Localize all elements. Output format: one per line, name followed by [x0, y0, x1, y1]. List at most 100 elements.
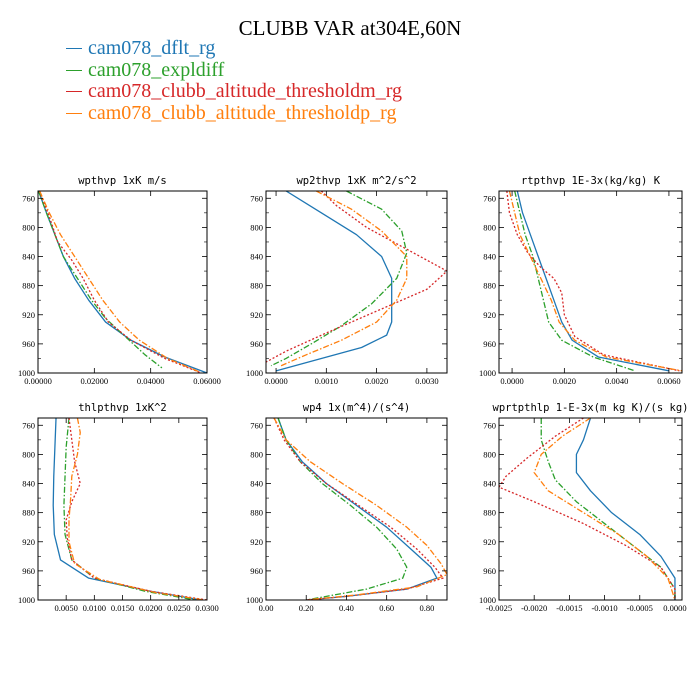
panel-title: wprtpthlp 1-E-3x(m kg K)/(s kg): [493, 402, 689, 414]
series-line: [508, 191, 682, 372]
legend-swatch: [66, 91, 82, 93]
panel-6: wprtpthlp 1-E-3x(m kg K)/(s kg) 760 800 840…: [479, 402, 688, 613]
x-tick-label: 0.40: [339, 603, 354, 613]
x-tick-label: 0.00000: [24, 376, 52, 386]
y-tick-label: 1000: [18, 595, 35, 605]
series-line: [38, 191, 163, 369]
panel-title: rtpthvp 1E-3x(kg/kg) K: [521, 175, 661, 187]
x-tick-label: -0.0020: [521, 603, 547, 613]
x-tick-label: 0.0100: [83, 603, 106, 613]
series-line: [39, 191, 199, 373]
panel-2: wp2thvp 1xK m^2/s^2 760 800 840 880 920 960 100…: [246, 175, 448, 386]
y-tick-label: 840: [483, 252, 496, 262]
y-tick-label: 880: [483, 508, 496, 518]
y-tick-label: 1000: [18, 368, 35, 378]
y-tick-label: 760: [250, 420, 263, 430]
y-tick-label: 880: [250, 281, 263, 291]
series-line: [38, 191, 207, 373]
y-tick-label: 800: [483, 449, 496, 459]
series-line: [266, 191, 447, 363]
plot-frame: [37, 417, 208, 601]
y-tick-label: 880: [483, 281, 496, 291]
series-line: [280, 191, 408, 367]
legend-item: cam078_expldiff: [66, 58, 402, 82]
plot-frame: [37, 190, 208, 374]
y-tick-label: 1000: [246, 368, 263, 378]
x-tick-label: 0.06000: [193, 376, 221, 386]
y-tick-label: 760: [483, 193, 496, 203]
series-line: [506, 191, 680, 372]
legend-item: cam078_dflt_rg: [66, 38, 402, 60]
y-tick-label: 1000: [479, 595, 496, 605]
y-tick-label: 1000: [479, 368, 496, 378]
panel-4: thlpthvp 1xK^2 760 800 840 880 920 960 1000 0.00…: [18, 402, 219, 613]
x-tick-label: 0.0000: [663, 603, 686, 613]
figure-title: CLUBB VAR at304E,60N: [238, 16, 462, 40]
y-tick-label: 800: [250, 222, 263, 232]
x-tick-label: 0.0150: [111, 603, 134, 613]
series-group: [38, 191, 207, 373]
series-line: [52, 418, 202, 600]
panel-5: wp4 1x(m^4)/(s^4)76080084088092096010000…: [246, 402, 448, 613]
panel-title: wpthvp 1xK m/s: [78, 175, 167, 187]
y-tick-label: 760: [483, 420, 496, 430]
x-tick-label: -0.0015: [556, 603, 582, 613]
panel-3: rtpthvp 1E-3x(kg/kg) K 760 800 840 880 920 960…: [479, 175, 683, 386]
y-tick-label: 920: [22, 537, 35, 547]
y-tick-label: 880: [250, 508, 263, 518]
x-tick-label: 0.0000: [500, 376, 523, 386]
y-tick-label: 960: [22, 339, 35, 349]
x-tick-label: 0.0200: [139, 603, 162, 613]
x-tick-label: 0.0050: [54, 603, 77, 613]
y-tick-label: 760: [22, 193, 35, 203]
series-line: [540, 418, 676, 600]
x-tick-label: 0.0060: [657, 376, 680, 386]
x-tick-label: -0.0010: [591, 603, 617, 613]
x-tick-label: 0.60: [379, 603, 394, 613]
y-tick-label: 840: [250, 479, 263, 489]
series-group: [499, 418, 676, 600]
y-tick-label: 960: [483, 339, 496, 349]
series-line: [270, 191, 408, 367]
y-tick-label: 960: [22, 566, 35, 576]
legend-item: cam078_clubb_altitude_thresholdm_rg: [66, 81, 402, 103]
y-tick-label: 800: [250, 449, 263, 459]
series-line: [68, 418, 205, 600]
series-line: [514, 191, 636, 372]
x-tick-label: 0.20: [299, 603, 314, 613]
series-line: [277, 418, 408, 600]
plot-frame: [265, 417, 448, 601]
y-tick-label: 960: [250, 339, 263, 349]
x-tick-label: 0.0010: [315, 376, 338, 386]
x-tick-label: 0.02000: [81, 376, 109, 386]
y-tick-label: 760: [22, 420, 35, 430]
plot-frame: [498, 417, 683, 601]
series-group: [506, 191, 682, 372]
x-tick-label: 0.0020: [553, 376, 576, 386]
y-tick-label: 1000: [246, 595, 263, 605]
panel-title: wp2thvp 1xK m^2/s^2: [296, 175, 416, 187]
legend-item: cam078_clubb_altitude_thresholdp_rg: [66, 102, 402, 125]
panel-title: thlpthvp 1xK^2: [78, 402, 167, 414]
x-tick-label: 0.0250: [167, 603, 190, 613]
y-tick-label: 920: [250, 537, 263, 547]
series-line: [65, 418, 207, 600]
x-tick-label: 0.0300: [195, 603, 218, 613]
y-tick-label: 760: [250, 193, 263, 203]
x-tick-label: 0.04000: [137, 376, 165, 386]
legend-label: cam078_expldiff: [88, 58, 225, 81]
plot-frame: [265, 190, 448, 374]
y-tick-label: 840: [250, 252, 263, 262]
series-line: [277, 418, 438, 600]
series-line: [533, 418, 676, 600]
plot-frame: [498, 190, 683, 374]
x-tick-label: 0.0030: [415, 376, 438, 386]
y-tick-label: 920: [250, 310, 263, 320]
y-tick-label: 800: [22, 222, 35, 232]
legend-swatch: [66, 69, 82, 71]
y-tick-label: 960: [483, 566, 496, 576]
series-line: [575, 418, 676, 600]
panel-title: wp4 1x(m^4)/(s^4): [303, 402, 410, 414]
y-tick-label: 840: [22, 479, 35, 489]
